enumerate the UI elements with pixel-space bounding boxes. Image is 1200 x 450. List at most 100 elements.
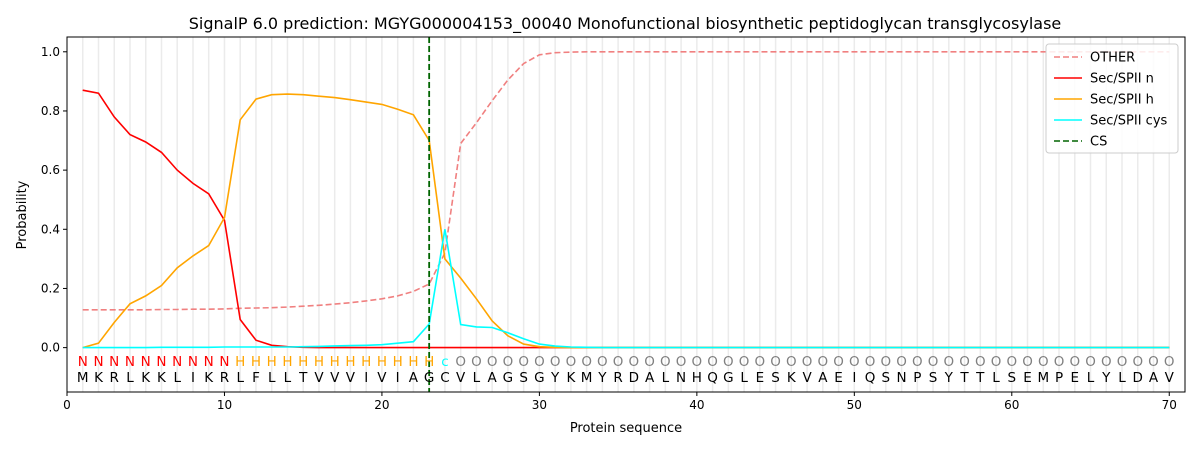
region-label: O: [755, 354, 766, 370]
x-tick-label: 70: [1162, 398, 1177, 412]
region-label: O: [849, 354, 860, 370]
y-tick-label: 1.0: [41, 45, 60, 59]
region-label: O: [880, 354, 891, 370]
residue-letter: L: [268, 370, 276, 386]
region-label: H: [267, 354, 277, 370]
legend-box: [1045, 43, 1179, 154]
region-label: O: [818, 354, 829, 370]
residue-letter: V: [802, 370, 812, 386]
residue-letter: K: [204, 370, 214, 386]
region-label: O: [991, 354, 1002, 370]
legend-label: Sec/SPII h: [1090, 93, 1154, 108]
region-label: O: [1054, 354, 1065, 370]
residue-letter: D: [629, 370, 639, 386]
residue-letter: K: [141, 370, 151, 386]
region-label: O: [1069, 354, 1080, 370]
residue-letter: S: [929, 370, 938, 386]
region-label: O: [723, 354, 734, 370]
region-label: O: [1006, 354, 1017, 370]
region-label: O: [833, 354, 844, 370]
legend-label: OTHER: [1090, 51, 1135, 66]
region-label: N: [204, 354, 214, 370]
x-tick-label: 20: [374, 398, 389, 412]
region-label: O: [660, 354, 671, 370]
residue-letter: I: [191, 370, 195, 386]
residue-letter: S: [519, 370, 528, 386]
region-label: O: [566, 354, 577, 370]
region-label: H: [282, 354, 292, 370]
residue-letter: V: [456, 370, 466, 386]
residue-letter: E: [834, 370, 843, 386]
chart-title: SignalP 6.0 prediction: MGYG000004153_00…: [189, 14, 1062, 34]
residue-letter: Y: [1101, 370, 1111, 386]
residue-letter: M: [77, 370, 89, 386]
region-label: c: [441, 354, 448, 370]
x-tick-label: 0: [63, 398, 71, 412]
legend-label: Sec/SPII n: [1090, 72, 1154, 87]
region-label: O: [550, 354, 561, 370]
residue-letter: K: [787, 370, 797, 386]
residue-letter: V: [377, 370, 387, 386]
region-label: O: [676, 354, 687, 370]
residue-letter: Y: [597, 370, 607, 386]
region-label: O: [1085, 354, 1096, 370]
residue-letter: N: [897, 370, 907, 386]
residue-letter: K: [94, 370, 104, 386]
region-label: N: [172, 354, 182, 370]
series-line-sec-spii-cys: [82, 229, 1170, 349]
residue-letter: F: [252, 370, 260, 386]
residue-letter: I: [852, 370, 856, 386]
residue-letter: G: [723, 370, 733, 386]
residue-letter: P: [913, 370, 921, 386]
x-tick-label: 10: [217, 398, 232, 412]
residue-letter: E: [1071, 370, 1080, 386]
residue-letter: L: [740, 370, 748, 386]
x-axis-label: Protein sequence: [570, 421, 682, 436]
residue-letter: R: [613, 370, 622, 386]
region-label: H: [330, 354, 340, 370]
residue-letter: M: [581, 370, 593, 386]
region-label: N: [125, 354, 135, 370]
residue-letter: R: [220, 370, 229, 386]
region-label: H: [424, 354, 434, 370]
residue-letter: L: [284, 370, 292, 386]
legend-label: CS: [1090, 135, 1107, 150]
y-tick-label: 0.0: [41, 341, 60, 355]
region-label: O: [629, 354, 640, 370]
residue-letter: L: [992, 370, 1000, 386]
x-tick-label: 50: [847, 398, 862, 412]
region-label: H: [251, 354, 261, 370]
residue-letter: G: [534, 370, 544, 386]
region-label: O: [802, 354, 813, 370]
region-label: O: [455, 354, 466, 370]
series-line-other: [82, 50, 1170, 311]
axis-ticks: 0 10 20 30 40 50 60 70 0.0 0.2 0.4 0.6 0.8 1.0: [41, 45, 1177, 412]
region-label: H: [361, 354, 371, 370]
region-label: O: [975, 354, 986, 370]
residue-letter: A: [1149, 370, 1159, 386]
region-label: O: [503, 354, 514, 370]
residue-letter: A: [818, 370, 828, 386]
region-label: O: [1132, 354, 1143, 370]
region-label: O: [959, 354, 970, 370]
residue-letter: A: [645, 370, 655, 386]
residue-letter: P: [1055, 370, 1063, 386]
region-label: N: [219, 354, 229, 370]
region-label: O: [487, 354, 498, 370]
region-label: H: [298, 354, 308, 370]
region-label: H: [314, 354, 324, 370]
axes-frame: [66, 36, 1186, 393]
y-tick-label: 0.8: [41, 104, 60, 118]
residue-letter: T: [975, 370, 985, 386]
y-axis-label: Probability: [15, 180, 30, 249]
region-label: O: [534, 354, 545, 370]
region-label: O: [1148, 354, 1159, 370]
residue-letter: L: [1087, 370, 1095, 386]
legend-label: Sec/SPII cys: [1090, 114, 1168, 129]
region-label: O: [1022, 354, 1033, 370]
region-label: N: [188, 354, 198, 370]
y-tick-label: 0.2: [41, 281, 60, 295]
residue-letter: L: [662, 370, 670, 386]
region-label: O: [739, 354, 750, 370]
region-label: O: [928, 354, 939, 370]
